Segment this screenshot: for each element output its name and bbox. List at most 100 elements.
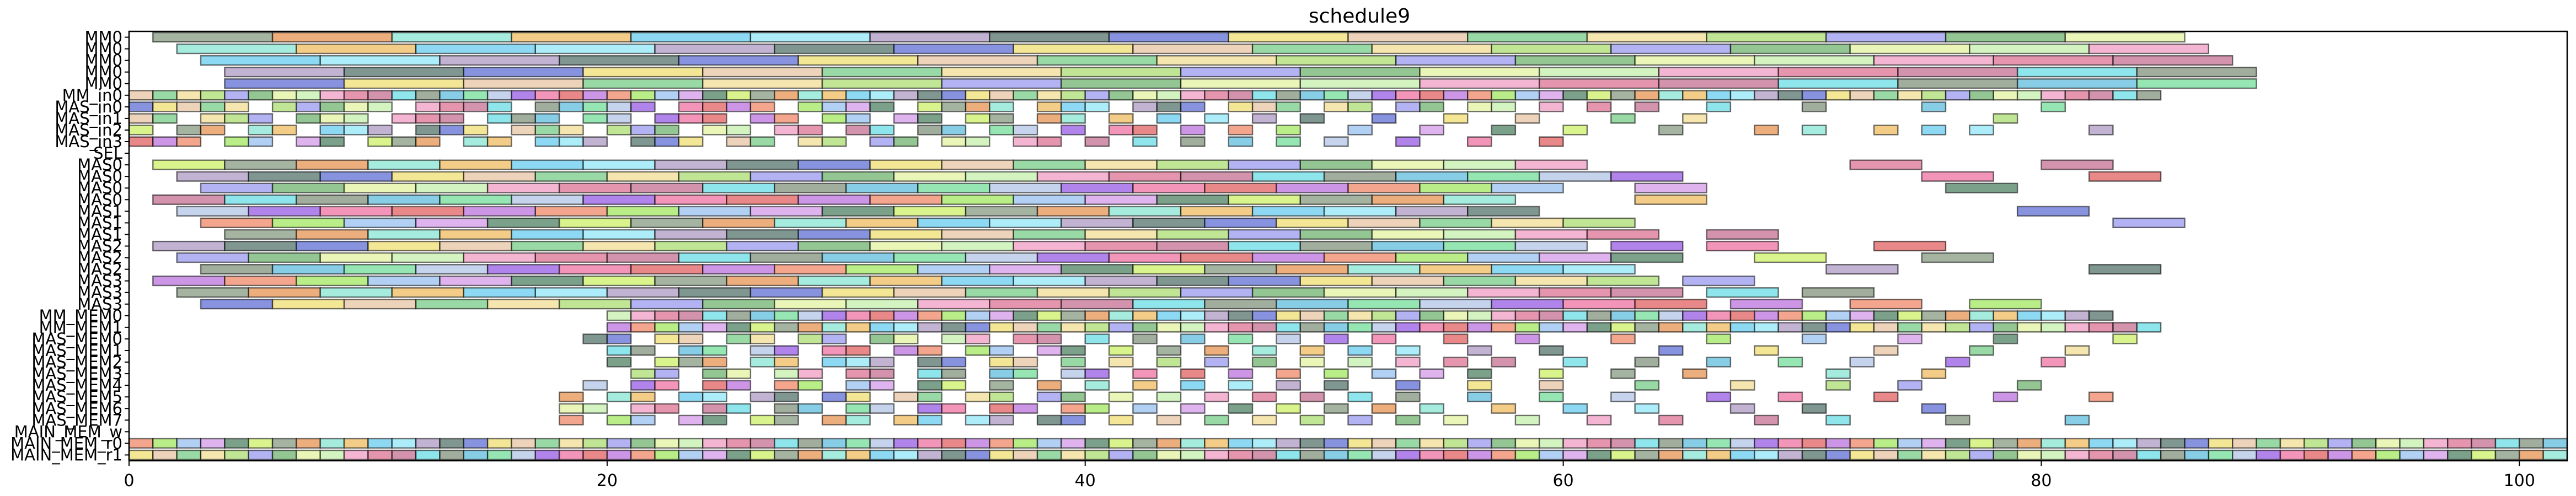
task-bar <box>917 182 990 193</box>
task-bar <box>1013 333 1038 344</box>
task-bar <box>917 438 942 449</box>
task-bar <box>726 136 752 147</box>
task-bar <box>845 125 871 136</box>
task-bar <box>726 90 752 101</box>
task-bar <box>821 206 895 217</box>
task-bar <box>343 78 464 89</box>
task-bar <box>2184 438 2209 449</box>
task-bar <box>654 368 679 379</box>
task-bar <box>200 125 226 136</box>
task-bar <box>511 276 584 287</box>
task-bar <box>2304 438 2329 449</box>
task-bar <box>415 438 441 449</box>
task-bar <box>1371 113 1397 124</box>
task-bar <box>1729 310 1755 321</box>
y-tick-label: MAS0 <box>77 167 122 186</box>
task-bar <box>1466 391 1492 402</box>
task-bar <box>224 240 297 252</box>
task-bar <box>701 345 727 356</box>
task-bar <box>965 391 990 402</box>
task-bar <box>1514 90 1540 101</box>
task-bar <box>1180 380 1206 391</box>
task-bar <box>1132 101 1158 112</box>
task-bar <box>1586 31 1707 43</box>
task-bar <box>1251 449 1277 461</box>
task-bar <box>582 449 608 461</box>
task-bar <box>893 345 919 356</box>
task-bar <box>1108 391 1134 402</box>
task-bar <box>582 276 656 287</box>
task-bar <box>774 217 847 228</box>
task-bar <box>1036 90 1062 101</box>
task-bar <box>1538 345 1564 356</box>
task-bar <box>1228 322 1254 333</box>
task-bar <box>1108 414 1134 425</box>
task-bar <box>630 299 704 310</box>
task-bar <box>989 357 1014 368</box>
task-bar <box>415 217 489 228</box>
task-bar <box>200 101 226 112</box>
task-bar <box>367 240 441 252</box>
task-bar <box>1299 67 1421 78</box>
task-bar <box>869 31 990 43</box>
task-bar <box>319 438 345 449</box>
task-bar <box>2041 101 2066 112</box>
task-bar <box>1036 113 1062 124</box>
task-bar <box>415 125 441 136</box>
task-bar <box>654 449 679 461</box>
y-tick-label: MAS_MEM0 <box>31 330 122 348</box>
task-bar <box>941 310 967 321</box>
y-tick-label: MAS0 <box>77 190 122 209</box>
task-bar <box>2256 449 2281 461</box>
task-bar <box>559 182 632 193</box>
task-bar <box>701 391 727 402</box>
task-bar <box>1251 90 1277 101</box>
task-bar <box>1395 449 1421 461</box>
task-bar <box>1538 136 1564 147</box>
task-bar <box>989 310 1014 321</box>
task-bar <box>486 264 560 275</box>
task-bar <box>319 125 345 136</box>
task-bar <box>200 55 321 66</box>
task-bar <box>2447 438 2472 449</box>
task-bar <box>1132 368 1158 379</box>
task-bar <box>965 171 1038 182</box>
task-bar <box>606 310 632 321</box>
task-bar <box>2088 171 2162 182</box>
task-bar <box>1538 438 1564 449</box>
task-bar <box>582 438 608 449</box>
task-bar <box>2016 206 2090 217</box>
task-bar <box>1514 240 1588 252</box>
task-bar <box>1347 322 1373 333</box>
task-bar <box>2016 380 2042 391</box>
task-bar <box>152 276 226 287</box>
task-bar <box>989 414 1014 425</box>
task-bar <box>152 101 178 112</box>
task-bar <box>678 136 704 147</box>
task-bar <box>1777 438 1803 449</box>
task-bar <box>630 449 656 461</box>
task-bar <box>893 113 919 124</box>
task-bar <box>797 240 871 252</box>
task-bar <box>654 333 679 344</box>
task-bar <box>749 252 823 263</box>
task-bar <box>701 438 727 449</box>
x-tick-label: 20 <box>597 471 618 490</box>
task-bar <box>1849 310 1875 321</box>
task-bar <box>654 438 679 449</box>
task-bar <box>1754 55 1875 66</box>
task-bar <box>248 90 274 101</box>
task-bar <box>845 357 871 368</box>
task-bar <box>1682 310 1707 321</box>
task-bar <box>152 136 178 147</box>
task-bar <box>1228 276 1302 287</box>
task-bar <box>559 391 584 402</box>
task-bar <box>224 229 297 240</box>
task-bar <box>582 78 704 89</box>
task-bar <box>2542 449 2568 461</box>
task-bar <box>1586 438 1612 449</box>
task-bar <box>654 136 679 147</box>
task-bar <box>1610 391 1636 402</box>
task-bar <box>869 101 895 112</box>
task-bar <box>797 333 823 344</box>
